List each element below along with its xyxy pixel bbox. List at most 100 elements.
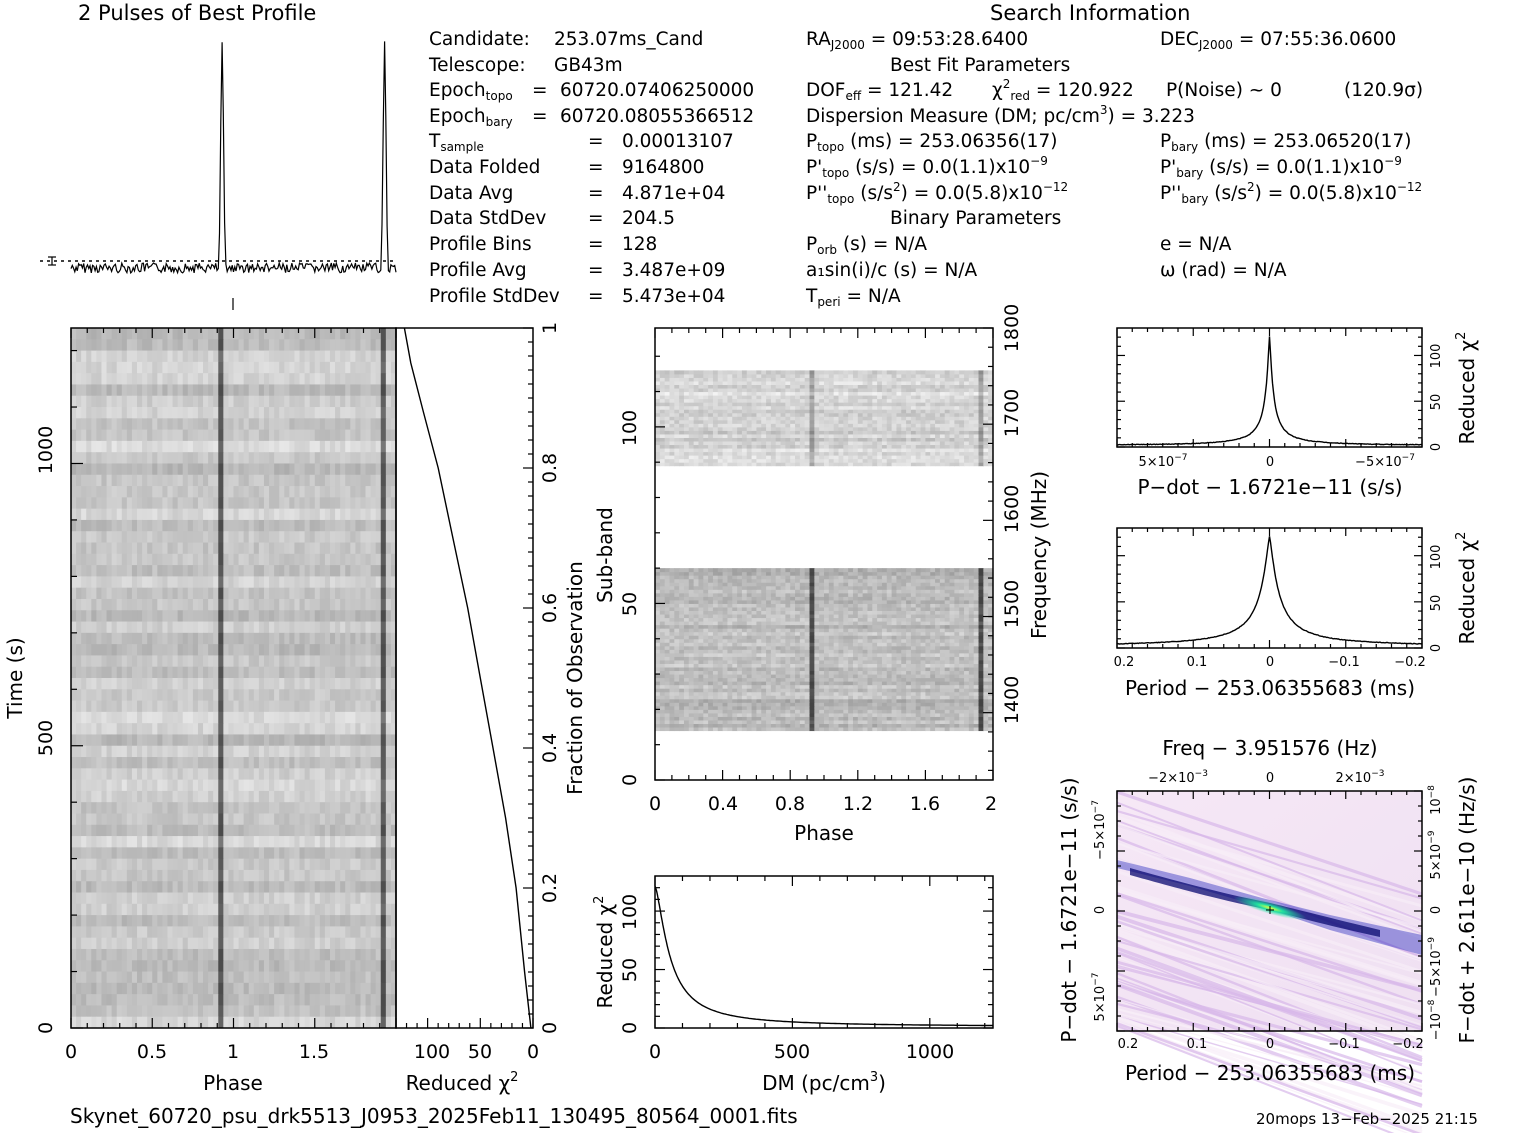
tp-cell: [228, 587, 234, 600]
sb-cell: [881, 716, 888, 721]
tp-cell: [375, 497, 382, 510]
tp-cell: [350, 395, 356, 408]
tp-cell: [314, 994, 321, 1006]
tp-cell: [345, 384, 351, 397]
tp-cell: [101, 802, 108, 814]
tp-cell: [304, 757, 311, 769]
tp-cell: [91, 384, 97, 397]
tp-cell: [213, 350, 219, 363]
tp-cell: [111, 384, 118, 397]
tp-cell: [350, 610, 356, 623]
tp-cell: [350, 576, 356, 589]
tp-cell: [152, 655, 158, 668]
tp-cell: [223, 373, 229, 385]
tp-cell: [355, 824, 361, 837]
tp-cell: [299, 565, 306, 577]
tp-cell: [197, 361, 204, 374]
sb-cell: [901, 691, 907, 696]
tp-cell: [213, 519, 219, 532]
tp-cell: [258, 926, 265, 939]
sb-cell: [920, 727, 926, 732]
tp-cell: [111, 903, 118, 916]
tp-cell: [228, 948, 234, 961]
tp-cell: [314, 678, 321, 690]
sb-cell: [756, 695, 762, 700]
tp-cell: [289, 745, 295, 758]
sb-cell: [819, 702, 825, 707]
tp-cell: [228, 858, 234, 871]
sb-cell: [790, 705, 796, 710]
tp-cell: [182, 666, 189, 679]
sb-cell: [949, 698, 955, 703]
tp-cell: [167, 429, 174, 442]
tp-cell: [263, 971, 270, 984]
tp-cell: [76, 711, 82, 724]
tp-cell: [380, 734, 387, 747]
frac-ytick-1: 0.2: [539, 873, 561, 903]
tp-cell: [238, 711, 245, 724]
tp-cell: [294, 384, 301, 397]
tp-cell: [324, 745, 331, 758]
tp-cell: [299, 926, 306, 939]
sb-cell: [983, 709, 989, 714]
tp-cell: [152, 779, 158, 792]
tp-cell: [116, 452, 123, 464]
sb-cell: [659, 716, 666, 721]
sb-cell: [751, 712, 757, 717]
tp-cell: [187, 395, 194, 408]
tp-cell: [238, 982, 245, 995]
tp-cell: [243, 824, 250, 837]
tp-cell: [162, 960, 168, 973]
tp-cell: [243, 836, 250, 848]
tp-cell: [385, 892, 392, 905]
tp-cell: [218, 745, 224, 758]
tp-cell: [299, 339, 306, 352]
tp-cell: [319, 587, 326, 600]
tp-cell: [243, 531, 250, 544]
sb-cell: [688, 719, 695, 724]
tp-cell: [101, 779, 108, 792]
tp-cell: [197, 723, 204, 735]
tp-cell: [258, 689, 265, 702]
tp-cell: [314, 497, 321, 510]
tp-cell: [238, 384, 245, 397]
tp-cell: [147, 508, 153, 521]
sb-cell: [674, 719, 680, 724]
tp-cell: [350, 836, 356, 848]
tp-cell: [329, 994, 336, 1006]
sb-cell: [814, 688, 820, 693]
tp-cell: [284, 452, 290, 464]
tp-cell: [269, 790, 275, 803]
sb-cell: [708, 712, 714, 717]
tp-cell: [177, 948, 184, 961]
tp-cell: [304, 565, 311, 577]
tp-cell: [157, 339, 163, 352]
tp-cell: [385, 350, 392, 363]
tp-cell: [106, 723, 113, 735]
tp-cell: [167, 937, 174, 950]
tp-cell: [335, 836, 341, 848]
tp-cell: [380, 723, 387, 735]
sb-cell: [664, 705, 670, 710]
tp-cell: [86, 576, 92, 589]
tp-cell: [218, 542, 224, 555]
sb-cell: [669, 712, 675, 717]
tp-cell: [375, 734, 382, 747]
tp-cell: [152, 576, 158, 589]
sb-cell: [703, 702, 709, 707]
tp-cell: [289, 734, 295, 747]
tp-cell: [253, 655, 260, 668]
tp-cell: [355, 598, 361, 611]
tp-cell: [76, 610, 82, 623]
tp-cell: [365, 689, 372, 702]
tp-cell: [106, 508, 113, 521]
tp-cell: [360, 847, 367, 860]
tp-cell: [370, 734, 377, 747]
sb-cell: [795, 716, 801, 721]
tp-cell: [172, 734, 179, 747]
tp-cell: [370, 655, 377, 668]
tp-cell: [223, 418, 229, 431]
tp-cell: [76, 768, 82, 781]
tp-cell: [213, 892, 219, 905]
tp-cell: [187, 644, 194, 656]
